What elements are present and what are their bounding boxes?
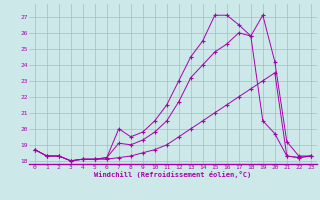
X-axis label: Windchill (Refroidissement éolien,°C): Windchill (Refroidissement éolien,°C) [94, 171, 252, 178]
